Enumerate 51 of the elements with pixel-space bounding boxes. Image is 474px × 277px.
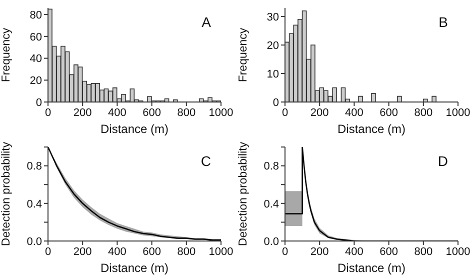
x-axis-title: Distance (m) (99, 122, 170, 136)
y-axis-title: Detection probability (0, 142, 14, 246)
annotation: C (200, 153, 211, 169)
annotation: B (438, 14, 448, 30)
y-tick-label: 20 (30, 75, 42, 88)
x-tick-label: 200 (73, 106, 92, 119)
y-axis-title: Frequency (238, 28, 250, 82)
x-axis-title: Distance (m) (336, 261, 406, 275)
x-tick-label: 1000 (208, 106, 234, 119)
x-tick-label: 0 (282, 246, 288, 258)
y-tick-label: 20 (266, 40, 279, 52)
x-tick-label: 200 (310, 246, 329, 258)
x-tick-label: 0 (44, 246, 52, 258)
x-tick-label: 800 (177, 246, 196, 258)
y-tick-label: 10 (266, 68, 279, 80)
x-tick-label: 400 (108, 106, 126, 119)
x-tick-label: 0 (44, 106, 52, 119)
annotation: A (202, 14, 211, 30)
x-tick-label: 1000 (446, 106, 470, 119)
annotation: D (438, 153, 448, 169)
x-tick-label: 1000 (208, 246, 234, 258)
x-tick-label: 600 (380, 246, 398, 258)
y-tick-label: 0 (272, 96, 279, 109)
x-tick-label: 400 (345, 106, 364, 119)
y-tick-label: 30 (266, 11, 279, 24)
y-axis-title: Frequency (0, 28, 14, 82)
y-tick-label: 0.4 (26, 198, 42, 210)
x-tick-label: 600 (380, 106, 398, 119)
y-tick-label: 0.8 (26, 160, 42, 173)
y-tick-label: 0.4 (264, 198, 279, 210)
y-tick-label: 40 (30, 53, 42, 66)
x-tick-label: 600 (142, 106, 161, 119)
x-tick-label: 200 (310, 106, 329, 119)
x-tick-label: 200 (73, 246, 92, 258)
y-tick-label: 0.8 (264, 160, 279, 173)
y-axis-title: Detection probability (238, 142, 250, 246)
x-tick-label: 0 (282, 106, 288, 119)
x-tick-label: 400 (345, 246, 364, 258)
y-tick-label: 0.0 (264, 236, 279, 248)
y-tick-label: 80 (30, 9, 42, 22)
x-tick-label: 800 (177, 106, 196, 119)
y-tick-label: 0 (36, 96, 42, 109)
x-tick-label: 800 (414, 246, 433, 258)
x-tick-label: 400 (108, 246, 126, 258)
x-tick-label: 600 (142, 246, 161, 258)
x-axis-title: Distance (m) (99, 261, 170, 275)
y-tick-label: 60 (30, 31, 42, 44)
x-axis-title: Distance (m) (336, 122, 406, 136)
x-tick-label: 800 (414, 106, 433, 119)
y-tick-label: 0.0 (26, 236, 42, 248)
x-tick-label: 1000 (446, 246, 470, 258)
